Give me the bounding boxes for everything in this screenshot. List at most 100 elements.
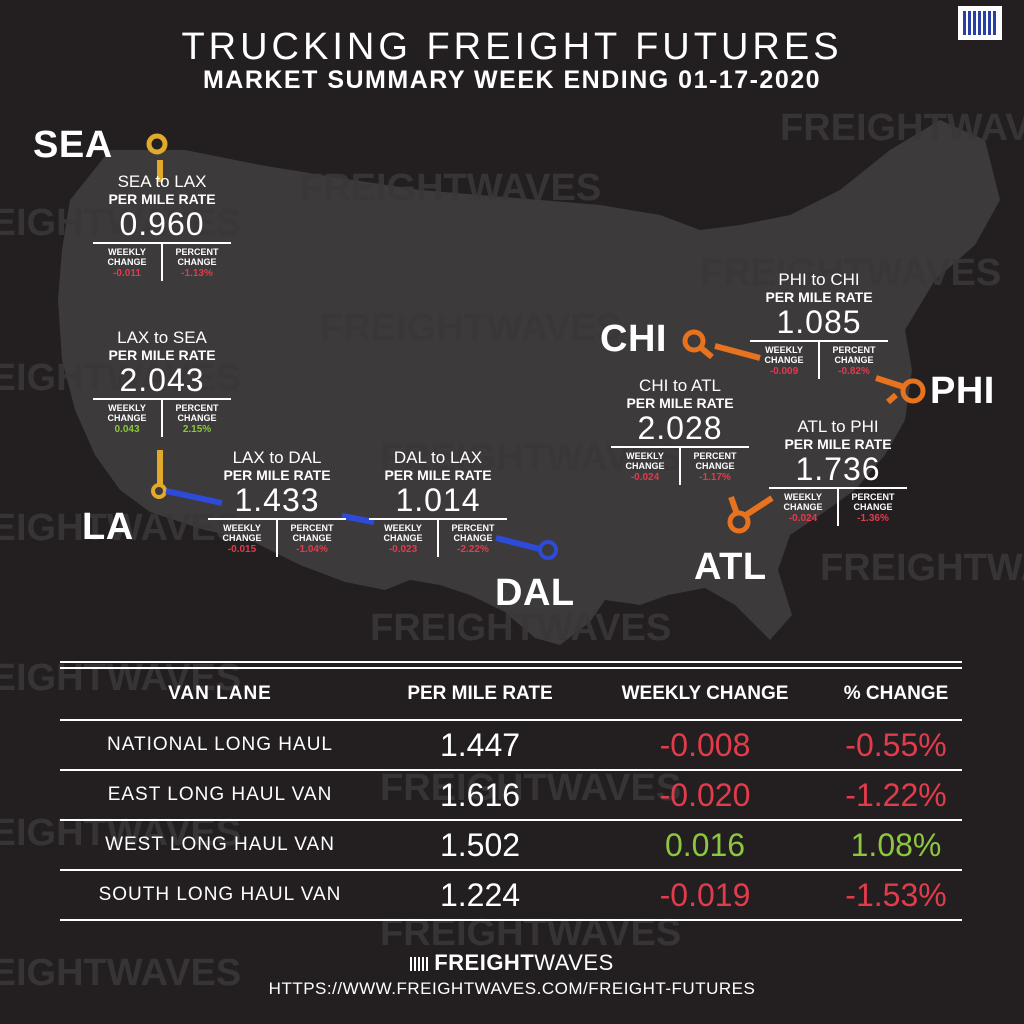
percent-change-value: -2.22%	[457, 544, 489, 555]
table-cell-lane: WEST LONG HAUL VAN	[105, 834, 335, 855]
percent-change-value: -1.36%	[857, 513, 889, 524]
phi-pin-icon	[900, 378, 926, 404]
percent-change-value: 2.15%	[182, 424, 212, 435]
us-map-silhouette	[58, 120, 1000, 645]
table-row: NATIONAL LONG HAUL 1.447 -0.008 -0.55%	[60, 721, 962, 771]
table-header-percent-change: % CHANGE	[843, 683, 949, 704]
per-mile-rate-label: PER MILE RATE	[765, 289, 873, 305]
lane-name: DAL to LAX	[393, 448, 483, 467]
lane-rate: 1.085	[776, 304, 862, 340]
route-line-dal-lax	[495, 535, 541, 552]
per-mile-rate-label: PER MILE RATE	[223, 467, 331, 483]
route-line-phi-b	[886, 392, 898, 405]
table-cell-weekly: 0.016	[664, 826, 746, 863]
watermark-text: FREIGHTWAVES	[370, 607, 671, 649]
lane-card-dal-lax: DAL to LAX PER MILE RATE 1.014 WEEKLY CH…	[363, 448, 513, 557]
table-header-per-mile-rate: PER MILE RATE	[407, 683, 553, 704]
table-cell-rate: 1.447	[439, 726, 521, 763]
table-cell-percent: -1.22%	[845, 776, 947, 813]
per-mile-rate-label: PER MILE RATE	[108, 191, 216, 207]
weekly-change-label: WEEKLY CHANGE	[107, 403, 147, 423]
table-cell-percent: -1.53%	[845, 876, 947, 913]
lane-name: PHI to CHI	[778, 270, 860, 289]
percent-change-label: PERCENT CHANGE	[175, 403, 219, 423]
city-label-chi: CHI	[600, 318, 667, 360]
brand-light: WAVES	[534, 950, 614, 975]
watermark-text: FREIGHTWAVES	[0, 657, 241, 699]
percent-change-label: PERCENT CHANGE	[451, 523, 495, 543]
freightwaves-corner-logo-icon	[958, 6, 1002, 40]
percent-change-label: PERCENT CHANGE	[832, 345, 876, 365]
percent-change-value: -1.04%	[296, 544, 328, 555]
lane-rate: 2.043	[119, 362, 205, 398]
percent-change-label: PERCENT CHANGE	[175, 247, 219, 267]
van-lane-summary-table: VAN LANE PER MILE RATE WEEKLY CHANGE % C…	[60, 661, 962, 921]
watermark-text: FREIGHTWAVES	[700, 252, 1001, 294]
percent-change-label: PERCENT CHANGE	[290, 523, 334, 543]
weekly-change-label: WEEKLY CHANGE	[107, 247, 147, 267]
dal-pin-icon	[538, 540, 558, 560]
watermark-text: FREIGHTWAVES	[0, 202, 241, 244]
lane-name: CHI to ATL	[639, 376, 721, 395]
lane-card-lax-dal: LAX to DAL PER MILE RATE 1.433 WEEKLY CH…	[202, 448, 352, 557]
watermark-text: FREIGHTWAVES	[300, 167, 601, 209]
table-header-van-lane: VAN LANE	[168, 683, 272, 704]
route-line-phi	[875, 375, 905, 390]
sea-pin-icon	[146, 133, 168, 155]
lane-rate: 1.736	[795, 451, 881, 487]
weekly-change-label: WEEKLY CHANGE	[764, 345, 804, 365]
route-line-atl-phi	[744, 495, 774, 518]
freightwaves-logo: FREIGHTWAVES	[0, 950, 1024, 976]
city-label-la: LA	[82, 506, 134, 548]
table-row: WEST LONG HAUL VAN 1.502 0.016 1.08%	[60, 821, 962, 871]
weekly-change-value: -0.023	[388, 544, 418, 555]
percent-change-value: -1.13%	[181, 268, 213, 279]
table-cell-rate: 1.224	[439, 876, 521, 913]
lane-name: ATL to PHI	[797, 417, 879, 436]
table-cell-lane: NATIONAL LONG HAUL	[107, 734, 333, 755]
weekly-change-value: -0.009	[769, 366, 799, 377]
table-cell-lane: SOUTH LONG HAUL VAN	[98, 884, 342, 905]
watermark-text: FREIGHTWAVES	[380, 437, 681, 479]
percent-change-value: -1.17%	[699, 472, 731, 483]
watermark-text: FREIGHTWAVES	[820, 547, 1024, 589]
lane-rate: 2.028	[637, 410, 723, 446]
lane-card-phi-chi: PHI to CHI PER MILE RATE 1.085 WEEKLY CH…	[744, 270, 894, 379]
weekly-change-label: WEEKLY CHANGE	[625, 451, 665, 471]
percent-change-value: -0.82%	[838, 366, 870, 377]
footer-url[interactable]: HTTPS://WWW.FREIGHTWAVES.COM/FREIGHT-FUT…	[268, 979, 756, 998]
per-mile-rate-label: PER MILE RATE	[784, 436, 892, 452]
lane-name: LAX to DAL	[232, 448, 322, 467]
lane-card-chi-atl: CHI to ATL PER MILE RATE 2.028 WEEKLY CH…	[605, 376, 755, 485]
table-header-weekly-change: WEEKLY CHANGE	[621, 683, 789, 704]
table-cell-weekly: -0.008	[659, 726, 751, 763]
route-line-mid	[341, 513, 375, 525]
lane-rate: 0.960	[119, 206, 205, 242]
atl-pin-icon	[727, 510, 751, 534]
weekly-change-value: -0.024	[630, 472, 660, 483]
weekly-change-label: WEEKLY CHANGE	[783, 492, 823, 512]
page-subtitle: MARKET SUMMARY WEEK ENDING 01-17-2020	[202, 66, 822, 94]
per-mile-rate-label: PER MILE RATE	[626, 395, 734, 411]
city-label-phi: PHI	[930, 370, 995, 412]
lane-card-atl-phi: ATL to PHI PER MILE RATE 1.736 WEEKLY CH…	[763, 417, 913, 526]
freightwaves-logo-icon	[410, 957, 429, 971]
page-title: TRUCKING FREIGHT FUTURES	[181, 26, 843, 68]
lane-name: SEA to LAX	[117, 172, 207, 191]
weekly-change-value: -0.011	[113, 268, 141, 279]
per-mile-rate-label: PER MILE RATE	[108, 347, 216, 363]
weekly-change-value: -0.024	[788, 513, 818, 524]
watermark-text: FREIGHTWAVES	[0, 952, 241, 994]
watermark-text: FREIGHTWAVES	[0, 507, 241, 549]
percent-change-label: PERCENT CHANGE	[851, 492, 895, 512]
table-row: SOUTH LONG HAUL VAN 1.224 -0.019 -1.53%	[60, 871, 962, 921]
watermark-text: FREIGHTWAVES	[380, 767, 681, 809]
route-line-lax-dal	[165, 488, 223, 506]
chi-pin-icon	[682, 329, 706, 353]
weekly-change-label: WEEKLY CHANGE	[383, 523, 423, 543]
la-pin-icon	[151, 483, 167, 499]
per-mile-rate-label: PER MILE RATE	[384, 467, 492, 483]
brand-bold: FREIGHT	[434, 950, 535, 975]
watermark-text: FREIGHTWAVES	[0, 357, 241, 399]
